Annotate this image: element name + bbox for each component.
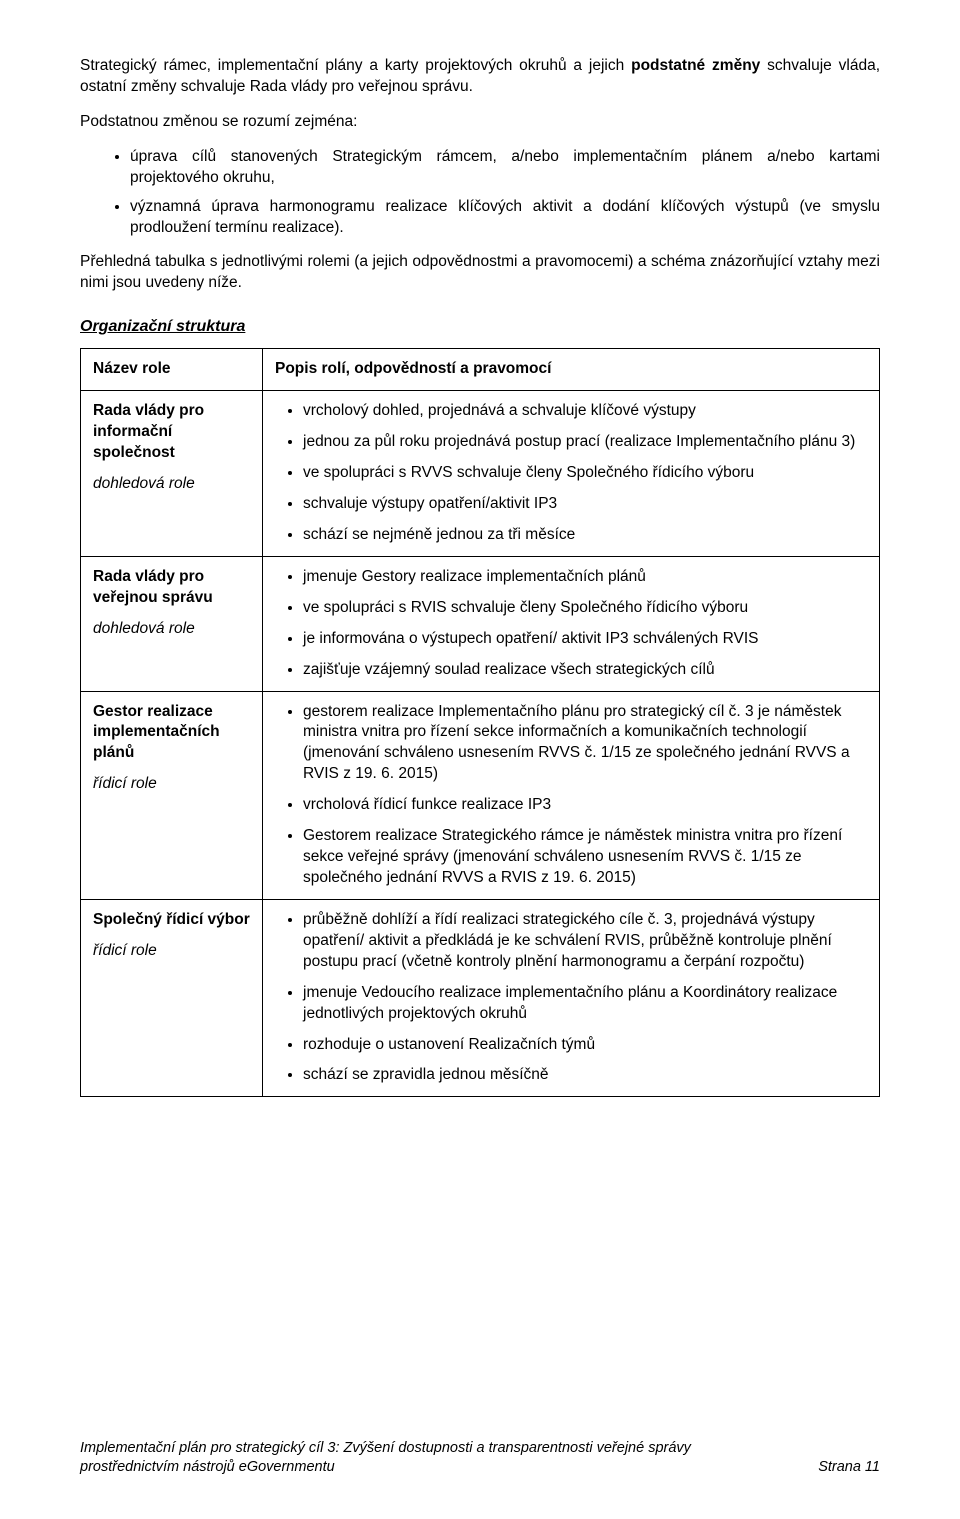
org-desc-item: gestorem realizace Implementačního plánu… xyxy=(303,702,867,786)
intro-p1-b: podstatné změny xyxy=(631,57,760,74)
org-heading: Organizační struktura xyxy=(80,318,880,336)
footer-line-2-text: prostřednictvím nástrojů eGovernmentu xyxy=(80,1459,335,1475)
org-desc-item: ve spolupráci s RVVS schvaluje členy Spo… xyxy=(303,463,867,484)
org-desc-item: Gestorem realizace Strategického rámce j… xyxy=(303,826,867,889)
org-desc-item: rozhoduje o ustanovení Realizačních týmů xyxy=(303,1035,867,1056)
org-desc-list: vrcholový dohled, projednává a schvaluje… xyxy=(275,401,867,546)
org-table: Název role Popis rolí, odpovědností a pr… xyxy=(80,348,880,1097)
intro-bullet-item: úprava cílů stanovených Strategickým rám… xyxy=(130,147,880,189)
org-table-row: Gestor realizace implementačních plánů ř… xyxy=(81,691,880,899)
org-desc-item: je informována o výstupech opatření/ akt… xyxy=(303,629,867,650)
org-table-row: Rada vlády pro informační společnost doh… xyxy=(81,391,880,557)
org-desc-item: schvaluje výstupy opatření/aktivit IP3 xyxy=(303,494,867,515)
org-desc-list: jmenuje Gestory realizace implementačníc… xyxy=(275,567,867,681)
org-role-sub: dohledová role xyxy=(93,474,250,495)
intro-paragraph-1: Strategický rámec, implementační plány a… xyxy=(80,56,880,98)
org-desc-item: jmenuje Gestory realizace implementačníc… xyxy=(303,567,867,588)
org-desc-item: průběžně dohlíží a řídí realizaci strate… xyxy=(303,910,867,973)
footer-page-number: Strana 11 xyxy=(818,1458,880,1477)
org-desc-cell: průběžně dohlíží a řídí realizaci strate… xyxy=(263,899,880,1096)
org-table-row: Společný řídicí výbor řídicí role průběž… xyxy=(81,899,880,1096)
org-header-role: Název role xyxy=(81,349,263,391)
footer-line-1: Implementační plán pro strategický cíl 3… xyxy=(80,1439,880,1458)
document-page: Strategický rámec, implementační plány a… xyxy=(0,0,960,1519)
org-role-sub: dohledová role xyxy=(93,619,250,640)
org-role-cell: Společný řídicí výbor řídicí role xyxy=(81,899,263,1096)
org-role-name: Rada vlády pro veřejnou správu xyxy=(93,567,250,609)
org-desc-cell: vrcholový dohled, projednává a schvaluje… xyxy=(263,391,880,557)
intro-paragraph-3: Přehledná tabulka s jednotlivými rolemi … xyxy=(80,252,880,294)
org-desc-item: jmenuje Vedoucího realizace implementačn… xyxy=(303,983,867,1025)
intro-bullet-item: významná úprava harmonogramu realizace k… xyxy=(130,197,880,239)
org-role-cell: Rada vlády pro veřejnou správu dohledová… xyxy=(81,556,263,691)
org-desc-item: jednou za půl roku projednává postup pra… xyxy=(303,432,867,453)
org-desc-item: schází se zpravidla jednou měsíčně xyxy=(303,1065,867,1086)
org-desc-list: gestorem realizace Implementačního plánu… xyxy=(275,702,867,889)
org-table-row: Rada vlády pro veřejnou správu dohledová… xyxy=(81,556,880,691)
page-footer: Implementační plán pro strategický cíl 3… xyxy=(80,1439,880,1477)
org-header-desc: Popis rolí, odpovědností a pravomocí xyxy=(263,349,880,391)
org-role-cell: Gestor realizace implementačních plánů ř… xyxy=(81,691,263,899)
org-desc-list: průběžně dohlíží a řídí realizaci strate… xyxy=(275,910,867,1086)
org-desc-item: vrcholová řídicí funkce realizace IP3 xyxy=(303,795,867,816)
intro-bullet-list: úprava cílů stanovených Strategickým rám… xyxy=(80,147,880,239)
org-desc-item: zajišťuje vzájemný soulad realizace všec… xyxy=(303,660,867,681)
org-table-header-row: Název role Popis rolí, odpovědností a pr… xyxy=(81,349,880,391)
org-role-cell: Rada vlády pro informační společnost doh… xyxy=(81,391,263,557)
footer-line-2: prostřednictvím nástrojů eGovernmentu St… xyxy=(80,1458,880,1477)
org-desc-item: vrcholový dohled, projednává a schvaluje… xyxy=(303,401,867,422)
org-role-name: Gestor realizace implementačních plánů xyxy=(93,702,250,765)
intro-p1-a: Strategický rámec, implementační plány a… xyxy=(80,57,631,74)
intro-paragraph-2: Podstatnou změnou se rozumí zejména: xyxy=(80,112,880,133)
org-desc-item: ve spolupráci s RVIS schvaluje členy Spo… xyxy=(303,598,867,619)
org-role-sub: řídicí role xyxy=(93,941,250,962)
org-role-name: Rada vlády pro informační společnost xyxy=(93,401,250,464)
org-role-name: Společný řídicí výbor xyxy=(93,910,250,931)
org-desc-item: schází se nejméně jednou za tři měsíce xyxy=(303,525,867,546)
org-desc-cell: jmenuje Gestory realizace implementačníc… xyxy=(263,556,880,691)
org-desc-cell: gestorem realizace Implementačního plánu… xyxy=(263,691,880,899)
org-role-sub: řídicí role xyxy=(93,774,250,795)
